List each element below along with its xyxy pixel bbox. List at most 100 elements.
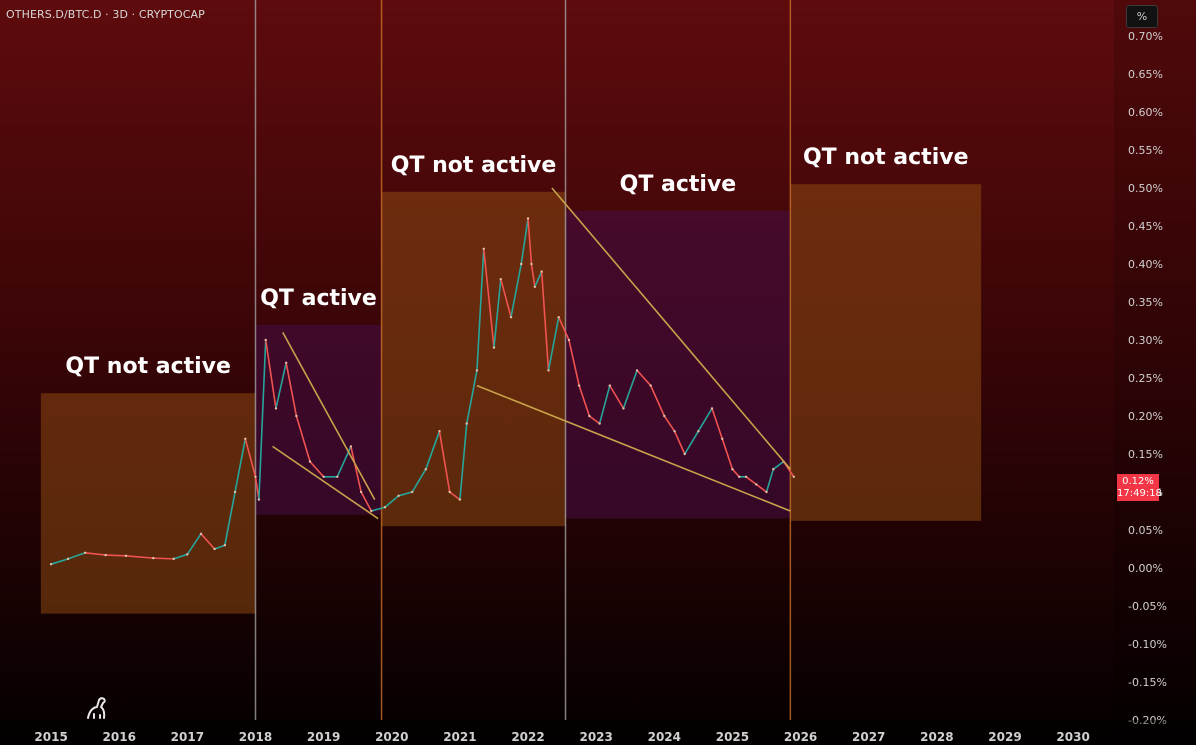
price-segment (285, 361, 298, 417)
y-tick-label: 0.60% (1128, 106, 1163, 119)
y-tick-label: 0.65% (1128, 68, 1163, 81)
price-segment (540, 270, 550, 372)
y-tick-label: -0.20% (1128, 714, 1167, 727)
price-segment (448, 491, 461, 501)
price-point (370, 509, 373, 513)
price-segment (397, 491, 414, 497)
x-tick-label: 2030 (1056, 730, 1089, 744)
tradingview-dino-icon[interactable] (84, 694, 112, 722)
x-tick-label: 2029 (988, 730, 1021, 744)
price-point (66, 557, 70, 561)
x-tick-label: 2019 (307, 730, 340, 744)
price-point (274, 407, 278, 410)
price-point (765, 490, 768, 494)
zone-box-0 (40, 393, 256, 614)
price-segment (258, 339, 267, 501)
y-tick-label: 0.25% (1128, 372, 1163, 385)
price-point (383, 506, 387, 509)
price-point (233, 490, 237, 494)
price-segment (527, 217, 533, 265)
price-segment (499, 278, 512, 319)
price-segment (275, 361, 287, 410)
y-tick-label: 0.20% (1128, 410, 1163, 423)
price-point (322, 475, 325, 478)
price-point (244, 437, 247, 440)
price-point (308, 460, 312, 463)
x-tick-label: 2024 (648, 730, 681, 744)
price-segment (125, 555, 155, 559)
y-tick-label: 0.40% (1128, 258, 1163, 271)
price-point (458, 498, 462, 501)
last-price-value: 0.12% (1122, 476, 1154, 487)
zone-box-1 (255, 324, 382, 515)
x-tick-label: 2018 (239, 730, 272, 744)
price-point (710, 407, 714, 410)
price-point (530, 262, 533, 266)
price-point (295, 414, 298, 418)
y-tick-label: 0.35% (1128, 296, 1163, 309)
price-segment (755, 483, 768, 493)
zone-label-2: QT not active (391, 153, 557, 178)
price-point (284, 361, 288, 364)
y-tick-label: 0.05% (1128, 524, 1163, 537)
x-tick-label: 2023 (579, 730, 612, 744)
y-tick-label: 0.50% (1128, 182, 1163, 195)
price-segment (731, 468, 741, 478)
percent-scale-button[interactable]: % (1126, 5, 1158, 28)
price-point (608, 384, 612, 387)
bar-countdown: 17:49:18 (1117, 488, 1162, 499)
price-segment (384, 494, 400, 509)
price-segment (200, 532, 216, 550)
price-point (475, 369, 479, 372)
price-point (83, 551, 87, 554)
price-point (49, 563, 53, 566)
price-point (264, 338, 267, 342)
price-segment (697, 407, 713, 433)
zone-box-2 (381, 191, 566, 527)
price-segment (578, 384, 591, 417)
y-tick-label: 0.30% (1128, 334, 1163, 347)
x-tick-label: 2026 (784, 730, 817, 744)
price-segment (425, 430, 441, 471)
price-segment (557, 316, 570, 341)
price-point (731, 468, 734, 471)
y-tick-label: 0.15% (1128, 448, 1163, 461)
price-point (349, 445, 353, 448)
price-point (557, 316, 560, 319)
price-point (588, 414, 591, 418)
price-segment (350, 445, 362, 493)
price-point (359, 490, 363, 494)
price-point (520, 262, 523, 266)
price-point (547, 369, 550, 372)
price-segment (673, 430, 686, 455)
price-point (577, 384, 581, 387)
price-segment (360, 491, 373, 512)
zone-label-1: QT active (260, 286, 377, 311)
price-point (152, 556, 155, 560)
price-point (744, 475, 748, 478)
x-tick-label: 2015 (34, 730, 67, 744)
x-tick-label: 2028 (920, 730, 953, 744)
price-segment (530, 263, 536, 288)
zone-box-3 (565, 210, 791, 519)
x-tick-label: 2020 (375, 730, 408, 744)
trendline-3 (476, 384, 791, 512)
y-tick-label: 0.70% (1128, 30, 1163, 43)
price-segment (438, 430, 451, 493)
price-point (567, 338, 571, 342)
symbol-title[interactable]: OTHERS.D/BTC.D · 3D · CRYPTOCAP (6, 8, 205, 21)
price-segment (765, 468, 775, 493)
price-segment (649, 384, 666, 417)
price-segment (711, 407, 724, 440)
x-tick-label: 2017 (171, 730, 204, 744)
price-segment (598, 384, 611, 425)
last-price-badge: 0.12% 17:49:18 (1117, 474, 1162, 501)
zone-label-3: QT active (620, 172, 737, 197)
price-point (336, 475, 339, 478)
price-segment (309, 460, 325, 478)
price-segment (244, 437, 257, 478)
price-point (257, 498, 261, 501)
zone-label-4: QT not active (803, 145, 969, 170)
